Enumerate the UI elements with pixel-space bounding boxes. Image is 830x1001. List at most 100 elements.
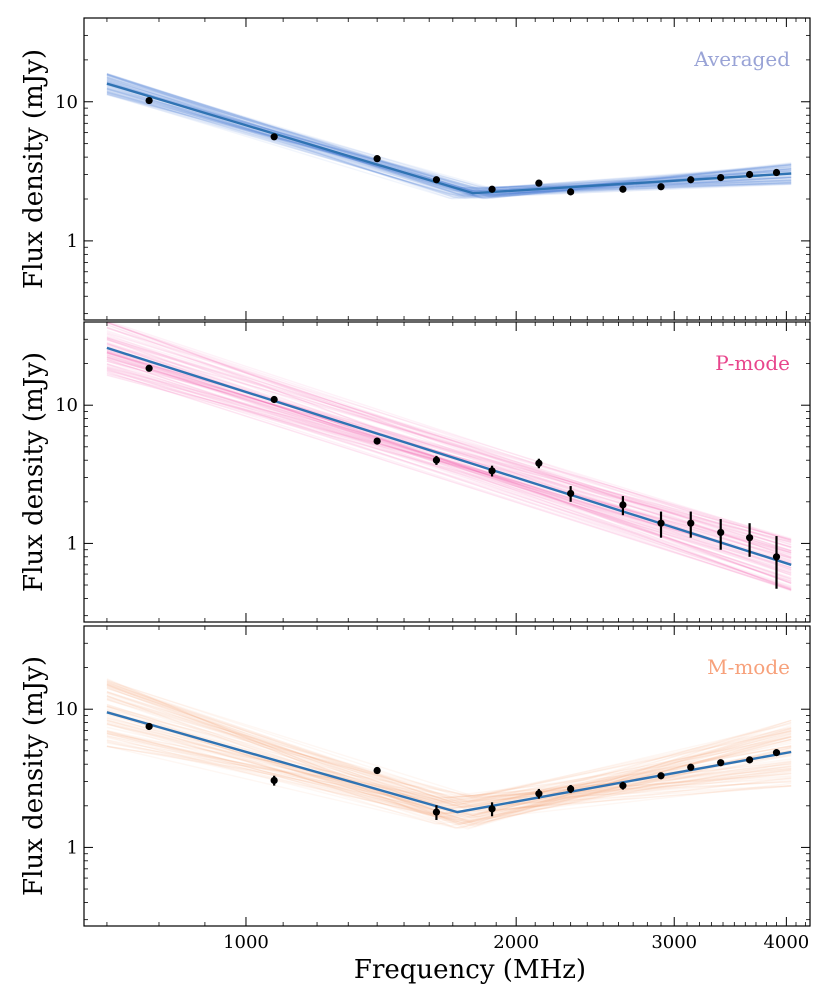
sample-line: [106, 342, 792, 582]
sample-line: [106, 720, 792, 827]
panel-title: M-mode: [707, 655, 790, 679]
sample-line: [106, 86, 792, 196]
sample-line: [106, 739, 792, 822]
sample-line: [106, 89, 792, 197]
sample-line: [106, 372, 792, 554]
sample-line: [106, 733, 792, 822]
sample-line: [106, 369, 792, 572]
sample-line: [106, 745, 792, 805]
sample-line: [106, 341, 792, 584]
y-tick-label: 10: [55, 395, 78, 416]
sample-line: [106, 367, 792, 543]
y-tick-label: 10: [55, 92, 78, 113]
data-point: [657, 772, 665, 780]
sample-line: [106, 322, 792, 562]
sample-line: [106, 357, 792, 566]
sample-line: [106, 369, 792, 569]
sample-line: [106, 717, 792, 803]
sample-line: [106, 76, 792, 198]
sample-line: [106, 84, 792, 197]
sample-line: [106, 74, 792, 196]
tick-marks: [84, 321, 810, 622]
sample-line: [106, 352, 792, 569]
data-point: [567, 489, 575, 498]
sample-line: [106, 721, 792, 824]
data-point: [772, 553, 781, 561]
sample-line: [106, 326, 792, 554]
sample-line: [106, 681, 792, 804]
sample-line: [106, 358, 792, 587]
sample-line: [106, 694, 792, 809]
sample-line: [106, 735, 792, 830]
sample-line: [106, 339, 792, 585]
sample-line: [106, 82, 792, 192]
sample-line: [106, 339, 792, 540]
sample-line: [106, 711, 792, 810]
sample-line: [106, 719, 792, 826]
sample-line: [106, 679, 792, 799]
sample-line: [106, 683, 792, 819]
sample-line: [106, 81, 792, 191]
panel-title: P-mode: [715, 351, 790, 375]
sample-line: [106, 686, 792, 827]
sample-line: [106, 372, 792, 552]
sample-line: [106, 705, 792, 799]
panel-p-mode: 1 10 Flux density (mJy) P-mode: [19, 321, 811, 623]
sample-line: [106, 356, 792, 553]
sample-line: [106, 366, 792, 564]
sample-line: [106, 711, 792, 824]
sample-line: [106, 691, 792, 819]
sample-line: [106, 697, 792, 803]
sample-line: [106, 360, 792, 592]
sample-line: [106, 82, 792, 190]
x-tick-label: 1000: [223, 932, 269, 953]
sample-line: [106, 322, 792, 558]
sample-line: [106, 745, 792, 797]
sample-line: [106, 355, 792, 554]
sample-line: [106, 680, 792, 825]
y-tick-label: 1: [67, 837, 78, 858]
data-point: [619, 185, 627, 193]
best-fit-line: [106, 711, 792, 814]
sample-line: [106, 78, 792, 189]
sample-line: [106, 352, 792, 591]
sample-line: [106, 73, 792, 197]
y-tick-label: 1: [67, 231, 78, 252]
sample-line: [106, 338, 792, 548]
sample-line: [106, 94, 792, 196]
sample-line: [106, 82, 792, 192]
data-point: [270, 395, 278, 404]
data-point: [567, 188, 575, 196]
data-points: [145, 96, 781, 196]
sample-line: [106, 735, 792, 808]
y-axis-title: Flux density (mJy): [19, 49, 49, 289]
sample-line: [106, 719, 792, 818]
sample-line: [106, 691, 792, 805]
y-axis-title: Flux density (mJy): [19, 352, 49, 592]
data-point: [687, 763, 695, 771]
sample-line: [106, 357, 792, 559]
sample-line: [106, 367, 792, 582]
data-point: [772, 168, 781, 177]
sample-line: [106, 89, 792, 195]
sample-line: [106, 83, 792, 197]
sample-line: [106, 83, 792, 191]
data-point: [270, 133, 278, 141]
sample-line: [106, 684, 792, 829]
sample-line: [106, 92, 792, 197]
sample-line: [106, 78, 792, 198]
sample-line: [106, 705, 792, 825]
data-point: [432, 808, 441, 816]
sample-line: [106, 680, 792, 798]
sample-line: [106, 362, 792, 564]
data-point: [145, 96, 153, 105]
sample-line: [106, 723, 792, 801]
model-sample-band: [106, 72, 792, 200]
data-point: [373, 437, 381, 445]
sample-line: [106, 73, 792, 196]
sample-line: [106, 345, 792, 590]
sample-line: [106, 90, 792, 200]
sample-line: [106, 92, 792, 198]
sample-line: [106, 719, 792, 825]
sample-line: [106, 73, 792, 192]
